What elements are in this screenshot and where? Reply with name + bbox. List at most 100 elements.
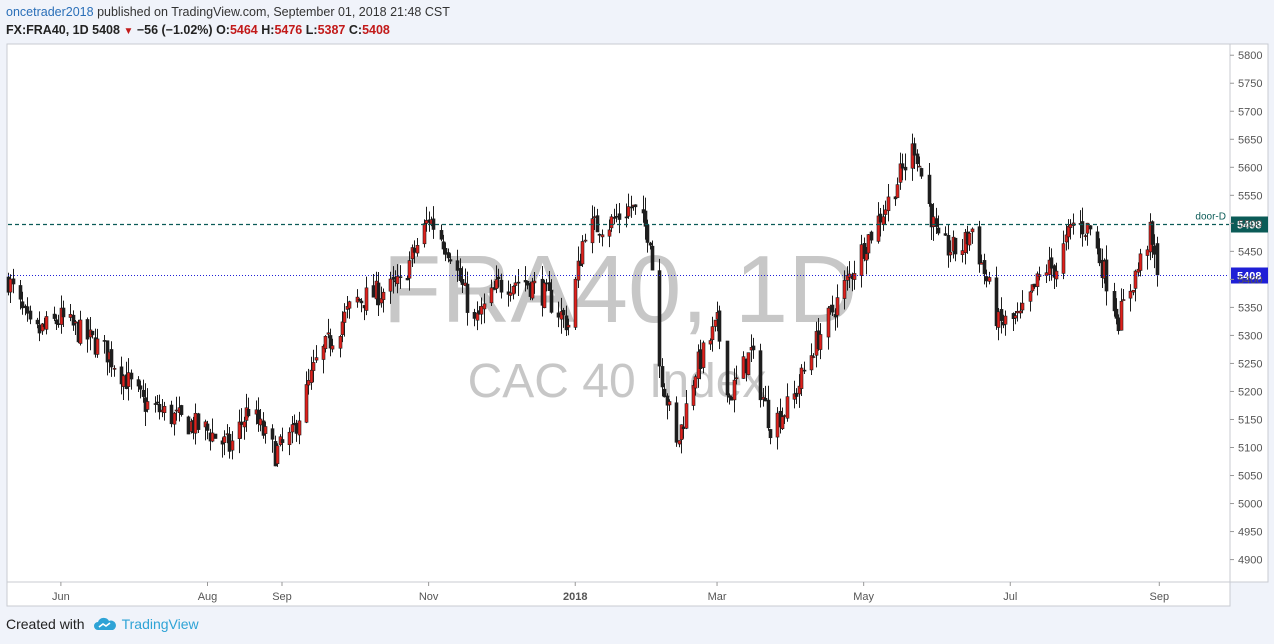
- candle-body: [895, 184, 900, 198]
- candle-body: [1020, 302, 1025, 311]
- last-price-tag: [1231, 267, 1268, 284]
- candle-body: [136, 379, 141, 387]
- candle-body: [193, 412, 198, 434]
- candle-body: [1097, 248, 1102, 264]
- candle-body: [900, 163, 905, 169]
- candle-body: [987, 277, 992, 282]
- candle-body: [549, 289, 554, 313]
- candle-body: [717, 310, 722, 342]
- level-lines: 5498 door-D 5408: [8, 212, 1268, 284]
- candle-body: [359, 300, 364, 304]
- created-with-text: Created with: [6, 616, 85, 632]
- candle-body: [68, 314, 73, 318]
- y-tick-label: 5500: [1238, 218, 1262, 230]
- candle-body: [20, 301, 25, 309]
- candle-body: [915, 153, 920, 165]
- y-tick-label: 5550: [1238, 190, 1262, 202]
- y-tick-label: 5600: [1238, 162, 1262, 174]
- candle-body: [785, 396, 790, 419]
- x-tick-label: Jul: [1003, 591, 1017, 603]
- candle-body: [412, 247, 417, 253]
- candle-body: [460, 279, 465, 285]
- candle-body: [95, 338, 100, 355]
- candle-body: [306, 380, 311, 386]
- y-tick-label: 5450: [1238, 246, 1262, 258]
- candle-body: [230, 440, 235, 451]
- candle-body: [1138, 253, 1143, 271]
- published-text: published on TradingView.com, September …: [97, 5, 450, 19]
- candle-body: [1066, 226, 1071, 238]
- candle-body: [633, 204, 638, 208]
- candle-body: [614, 215, 619, 218]
- candle-body: [869, 231, 874, 241]
- candle-body: [1119, 300, 1124, 331]
- down-arrow-icon: ▼: [123, 26, 134, 37]
- candle-body: [878, 213, 883, 223]
- candle-body: [446, 252, 451, 259]
- candle-body: [52, 313, 57, 319]
- candle-body: [674, 402, 679, 443]
- candle-body: [405, 278, 410, 281]
- y-tick-label: 5700: [1238, 106, 1262, 118]
- candle-body: [494, 279, 499, 289]
- candle-body: [56, 323, 61, 325]
- watermark-title: FRA40, 1D: [383, 236, 858, 343]
- open-value: 5464: [229, 23, 258, 37]
- level-tag-label: 5498: [1237, 220, 1261, 232]
- candle-body: [275, 445, 280, 465]
- candle-body: [573, 278, 578, 328]
- candle-body: [609, 216, 614, 229]
- candle-body: [155, 401, 160, 404]
- candle-body: [311, 362, 316, 371]
- x-tick-label: Mar: [708, 591, 727, 603]
- y-tick-label: 5000: [1238, 499, 1262, 511]
- candle-body: [364, 287, 369, 311]
- high-value: 5476: [274, 23, 303, 37]
- candle-body: [607, 229, 612, 237]
- candle-body: [979, 262, 984, 265]
- candle-body: [1032, 283, 1037, 288]
- last-price: 5408: [92, 23, 120, 37]
- candle-body: [258, 418, 263, 426]
- candle-body: [424, 220, 429, 224]
- candle-body: [826, 307, 831, 338]
- candle-body: [746, 352, 751, 375]
- candle-body: [102, 340, 107, 342]
- price-axis[interactable]: [1229, 43, 1269, 583]
- candle-body: [304, 384, 309, 423]
- candle-body: [1083, 235, 1088, 237]
- time-axis[interactable]: [6, 581, 1231, 607]
- candle-body: [912, 143, 917, 156]
- candle-body: [37, 324, 42, 334]
- y-tick-label: 5150: [1238, 414, 1262, 426]
- y-tick-label: 5050: [1238, 471, 1262, 483]
- last-price-label: 5408: [1237, 271, 1261, 283]
- x-tick-label: May: [853, 591, 874, 603]
- candle-body: [323, 336, 328, 350]
- candle-body: [479, 306, 484, 315]
- candle-body: [1068, 224, 1073, 228]
- candle-body: [775, 412, 780, 438]
- candle-body: [338, 336, 343, 349]
- candle-body: [802, 369, 807, 372]
- candle-body: [677, 440, 682, 445]
- open-label: O:: [216, 23, 230, 37]
- tradingview-link[interactable]: TradingView: [93, 616, 199, 632]
- candle-body: [71, 314, 76, 326]
- candle-body: [936, 227, 941, 234]
- candle-body: [157, 403, 162, 413]
- x-tick-label: Nov: [419, 591, 439, 603]
- candle-body: [105, 340, 110, 363]
- candle-body: [544, 282, 549, 285]
- author-link[interactable]: oncetrader2018: [6, 5, 94, 19]
- candle-body: [650, 245, 655, 271]
- price-chart[interactable]: FRA40, 1D CAC 40 Index 5498 door-D 5408 49…: [0, 0, 1274, 610]
- x-tick-label: Sep: [272, 591, 292, 603]
- plot-area[interactable]: [6, 43, 1231, 583]
- candle-body: [239, 421, 244, 425]
- candle-body: [645, 224, 650, 243]
- candle-body: [109, 349, 114, 368]
- publish-line: oncetrader2018 published on TradingView.…: [6, 3, 450, 21]
- y-tick-label: 5200: [1238, 386, 1262, 398]
- candle-body: [242, 421, 247, 428]
